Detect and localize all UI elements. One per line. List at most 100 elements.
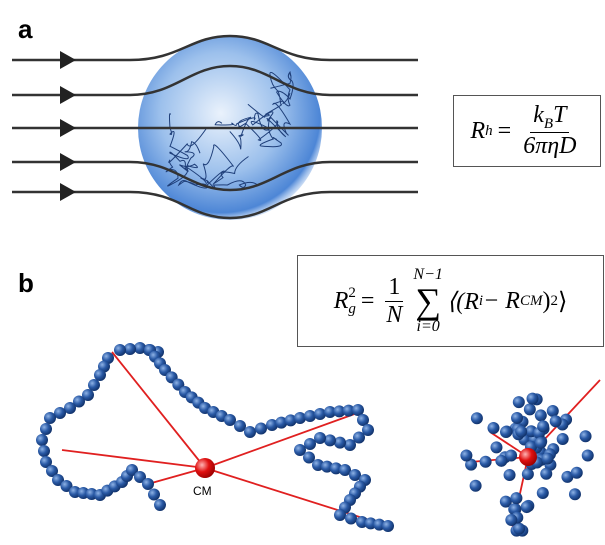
bead xyxy=(465,458,478,471)
bead xyxy=(349,469,361,481)
bead xyxy=(154,499,166,511)
bead xyxy=(479,455,492,468)
arrowhead xyxy=(60,183,76,201)
vector xyxy=(61,449,206,469)
bead xyxy=(234,420,246,432)
bead xyxy=(534,436,547,449)
bead xyxy=(44,412,56,424)
bead xyxy=(536,487,549,500)
bead xyxy=(510,492,523,505)
bead xyxy=(513,522,526,535)
bead xyxy=(64,402,76,414)
bead xyxy=(88,379,100,391)
bead xyxy=(312,459,324,471)
bead xyxy=(546,404,559,417)
bead xyxy=(82,389,94,401)
center-of-mass xyxy=(195,458,215,478)
eq-term: N xyxy=(386,301,403,328)
bead xyxy=(303,451,315,464)
flow-arrows xyxy=(60,51,76,201)
bead xyxy=(382,520,394,532)
bead xyxy=(579,430,592,443)
bead xyxy=(339,464,351,476)
coil-strand xyxy=(229,116,287,150)
bead xyxy=(345,512,357,525)
summation: N−1 ∑ i=0 xyxy=(413,267,442,335)
coil-strand xyxy=(200,144,258,189)
bead xyxy=(357,414,369,426)
bead xyxy=(520,501,533,514)
bead xyxy=(40,423,52,435)
bead xyxy=(294,412,306,424)
eq-sign: = xyxy=(497,117,512,144)
streamlines xyxy=(12,34,418,220)
bead xyxy=(52,474,64,486)
eq-sub: i xyxy=(478,292,484,309)
bead xyxy=(499,495,512,508)
bead xyxy=(505,449,518,462)
arrowhead xyxy=(60,119,76,137)
coil-strand xyxy=(247,70,294,118)
panel-label: a xyxy=(18,14,33,44)
bead xyxy=(503,469,516,482)
bead xyxy=(469,479,482,492)
bead xyxy=(333,405,346,418)
coil-strand xyxy=(214,92,292,136)
bead xyxy=(534,409,547,422)
bead xyxy=(134,342,146,354)
fraction: kBT 6πηD xyxy=(520,102,579,161)
eq-term: 6πηD xyxy=(523,133,577,160)
bead xyxy=(294,444,306,456)
eq-sub: B xyxy=(543,115,554,132)
polymer-chain xyxy=(36,342,594,537)
bead xyxy=(334,436,346,449)
eq-sign: = xyxy=(360,287,375,314)
bead xyxy=(38,445,50,457)
bead xyxy=(60,480,73,492)
eq-sub: g xyxy=(348,301,356,317)
bead xyxy=(523,403,536,416)
streamline xyxy=(12,34,418,62)
bead xyxy=(324,406,336,418)
bead xyxy=(284,414,297,427)
center-of-mass xyxy=(519,448,537,466)
eq-sup: 2 xyxy=(348,284,356,301)
bead xyxy=(314,408,326,420)
bead xyxy=(148,488,160,501)
eq-term: ∑ xyxy=(415,281,441,321)
streamline xyxy=(12,190,418,220)
bead xyxy=(487,421,500,434)
bead xyxy=(470,412,483,425)
bead xyxy=(244,426,256,438)
polymer-coil xyxy=(165,70,294,189)
eq-term: R xyxy=(333,287,349,314)
arrowhead xyxy=(60,86,76,104)
eq-sup: 2 xyxy=(550,292,558,309)
bead xyxy=(362,424,374,436)
bead xyxy=(54,407,66,419)
eq-term: ) xyxy=(542,287,551,314)
eq-term: − R xyxy=(483,287,520,314)
bead xyxy=(495,454,508,467)
bead xyxy=(515,425,528,438)
bead xyxy=(541,452,554,465)
eq-term: N−1 xyxy=(413,266,443,283)
bead xyxy=(73,395,85,408)
bead xyxy=(36,434,48,446)
eq-term: T xyxy=(553,101,567,128)
bead xyxy=(314,432,326,444)
bead xyxy=(500,426,513,439)
eq-sub: CM xyxy=(519,292,543,309)
bead xyxy=(537,420,550,433)
bead xyxy=(334,509,346,521)
eq-term: R xyxy=(470,117,486,144)
eq-term: k xyxy=(533,101,544,128)
bead xyxy=(490,441,503,454)
bead xyxy=(94,369,106,381)
arrowhead xyxy=(60,51,76,69)
